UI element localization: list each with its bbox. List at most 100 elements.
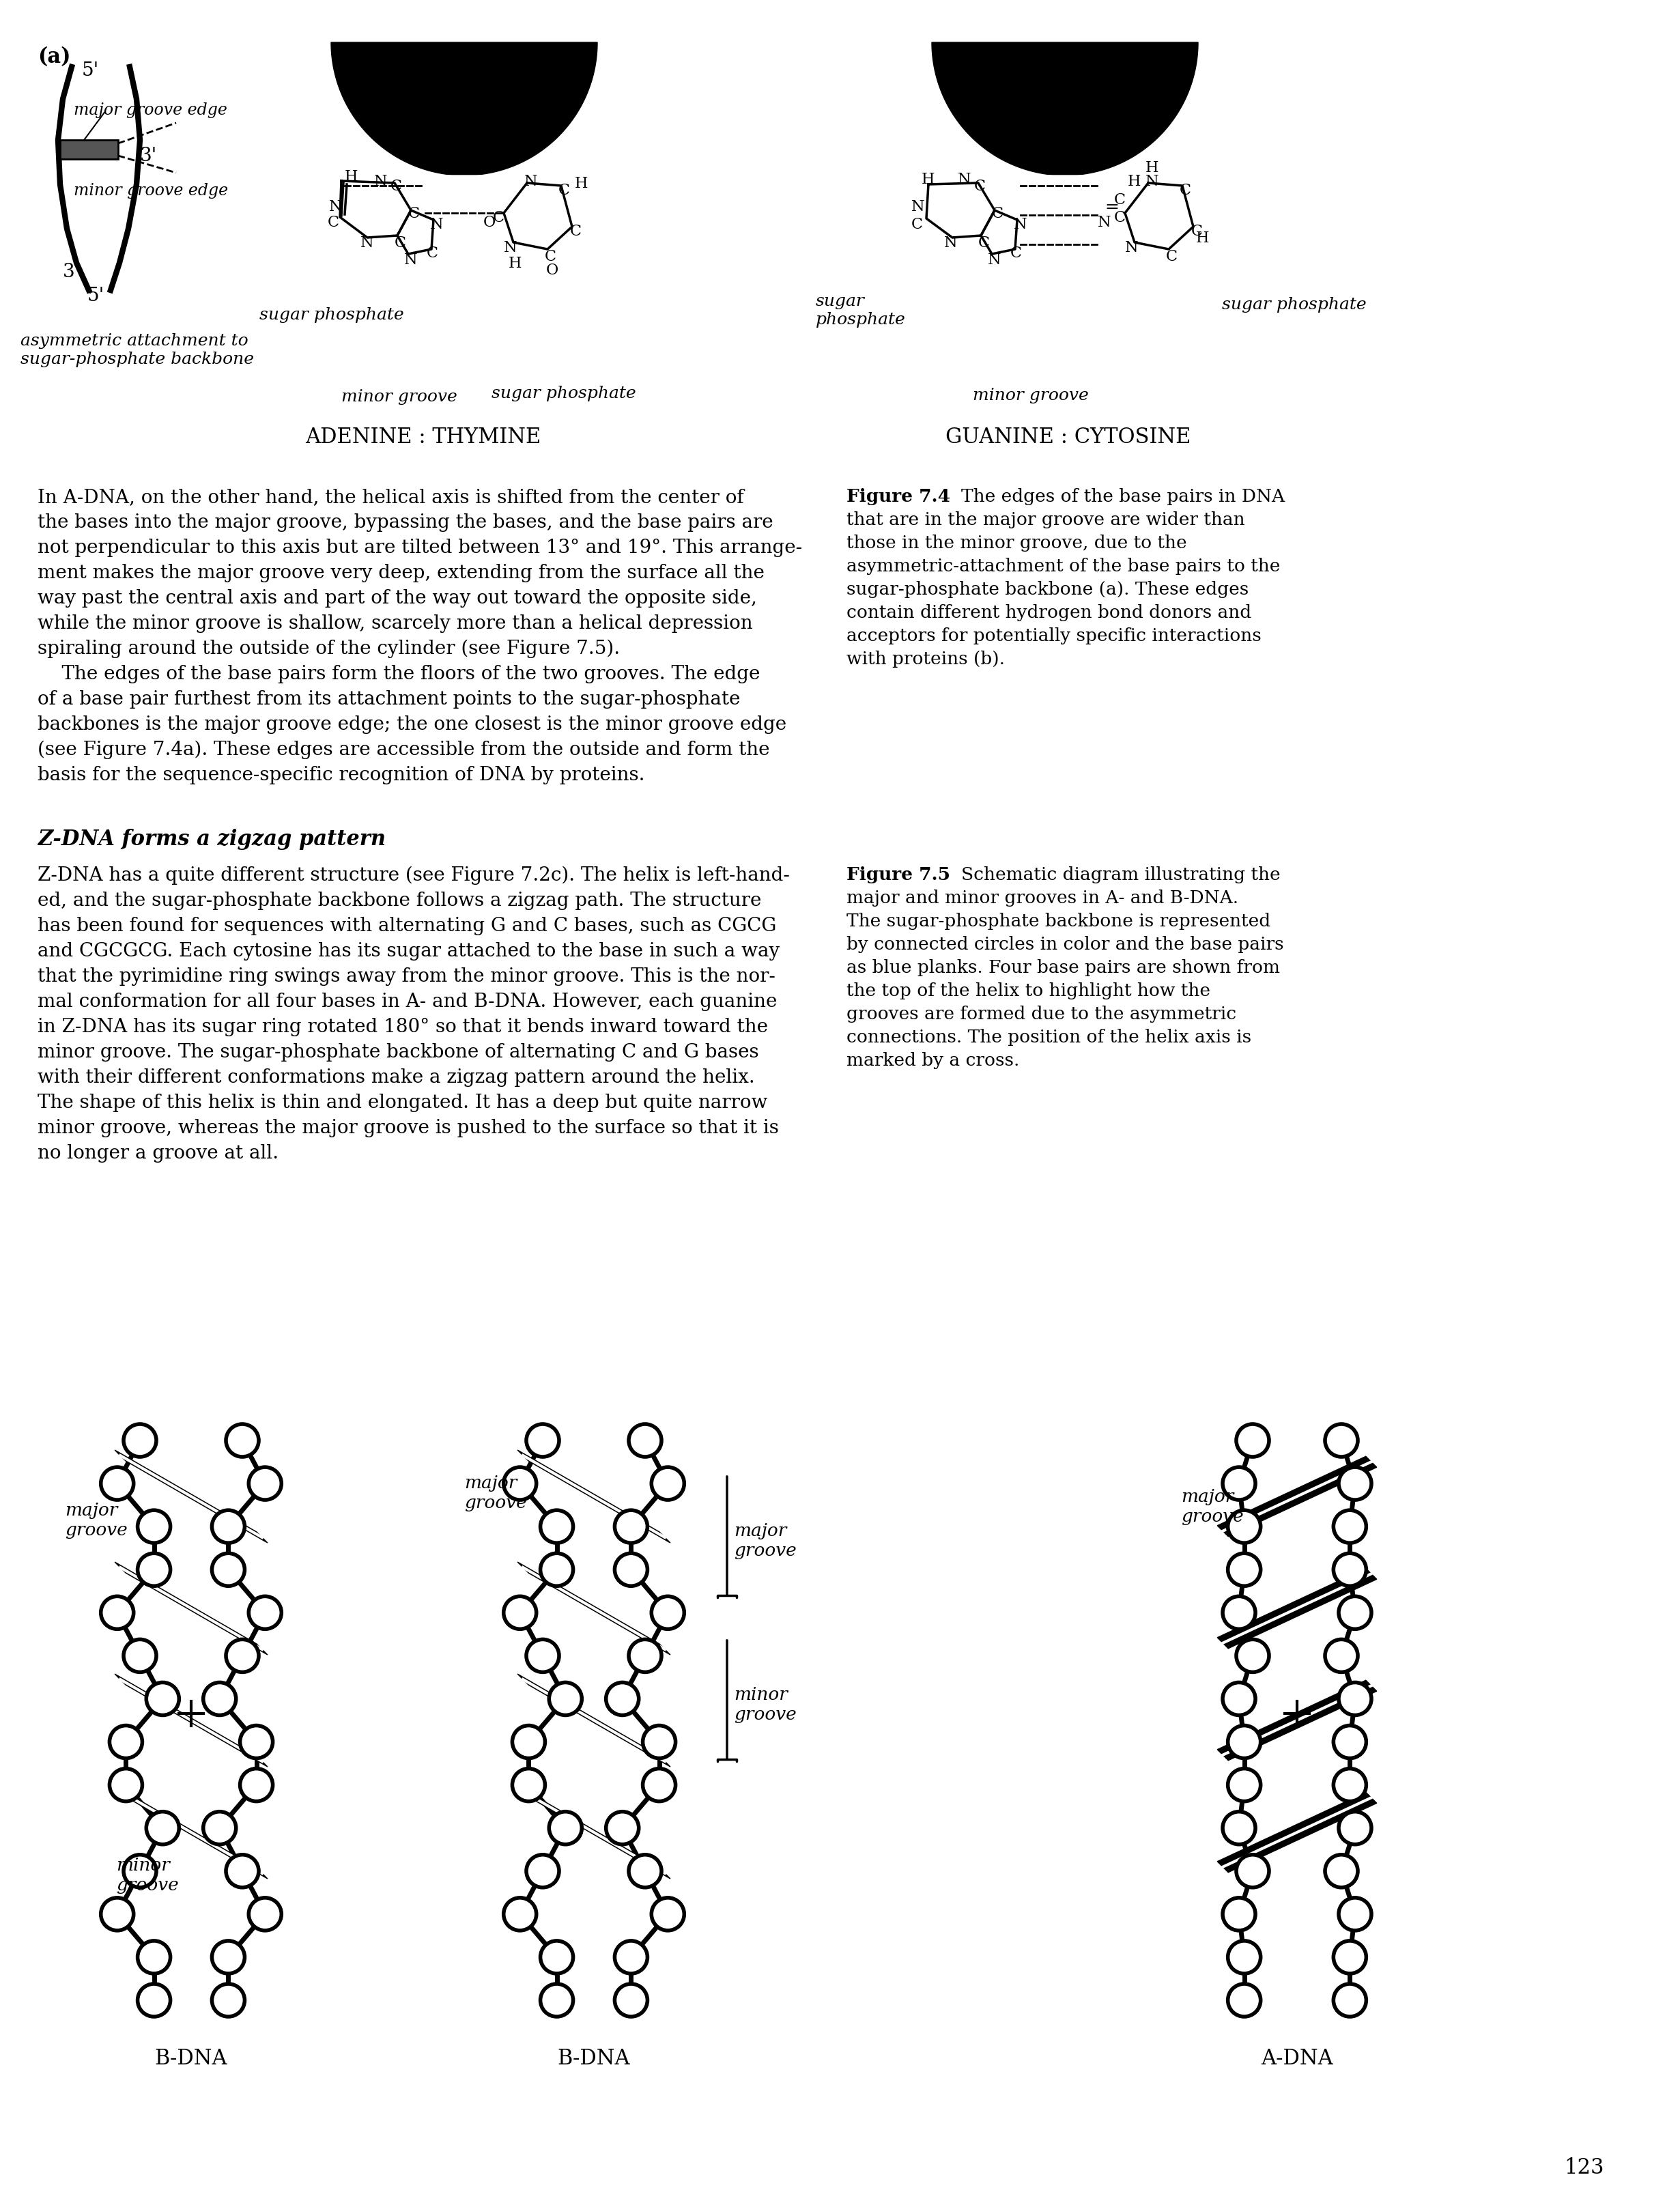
Circle shape [615, 1985, 647, 2016]
Text: The shape of this helix is thin and elongated. It has a deep but quite narrow: The shape of this helix is thin and elon… [37, 1093, 768, 1113]
Text: asymmetric-attachment of the base pairs to the: asymmetric-attachment of the base pairs … [847, 557, 1280, 575]
Circle shape [526, 1423, 559, 1456]
Text: major
groove: major groove [66, 1502, 128, 1538]
Text: N: N [1013, 218, 1026, 231]
Text: grooves are formed due to the asymmetric: grooves are formed due to the asymmetric [847, 1005, 1236, 1022]
Text: asymmetric attachment to: asymmetric attachment to [20, 333, 249, 348]
Circle shape [628, 1855, 662, 1888]
Text: N: N [430, 218, 444, 231]
Circle shape [101, 1467, 134, 1500]
Text: sugar phosphate: sugar phosphate [492, 386, 637, 401]
Text: in Z-DNA has its sugar ring rotated 180° so that it bends inward toward the: in Z-DNA has its sugar ring rotated 180°… [37, 1018, 768, 1035]
Text: N: N [1146, 174, 1159, 189]
Polygon shape [331, 42, 598, 176]
Text: the top of the helix to highlight how the: the top of the helix to highlight how th… [847, 983, 1210, 1000]
Bar [60, 141, 118, 159]
Circle shape [1334, 1941, 1366, 1974]
Text: The edges of the base pairs form the floors of the two grooves. The edge: The edges of the base pairs form the flo… [37, 665, 759, 683]
Text: sugar phosphate: sugar phosphate [1221, 297, 1366, 313]
Circle shape [549, 1683, 581, 1716]
Text: N: N [504, 240, 517, 256]
Text: as blue planks. Four base pairs are shown from: as blue planks. Four base pairs are show… [847, 958, 1280, 976]
Text: and CGCGCG. Each cytosine has its sugar attached to the base in such a way: and CGCGCG. Each cytosine has its sugar … [37, 943, 780, 961]
Text: GUANINE : CYTOSINE: GUANINE : CYTOSINE [946, 427, 1191, 447]
Text: major and minor grooves in A- and B-DNA.: major and minor grooves in A- and B-DNA. [847, 890, 1238, 908]
Text: of a base pair furthest from its attachment points to the sugar-phosphate: of a base pair furthest from its attachm… [37, 690, 741, 709]
Text: major
groove: major groove [734, 1522, 796, 1560]
Polygon shape [114, 1674, 267, 1767]
Circle shape [541, 1511, 573, 1542]
Text: those in the minor groove, due to the: those in the minor groove, due to the [847, 535, 1186, 551]
Text: backbones is the major groove edge; the one closest is the minor groove edge: backbones is the major groove edge; the … [37, 716, 786, 734]
Circle shape [138, 1941, 170, 1974]
Text: minor groove. The sugar-phosphate backbone of alternating C and G bases: minor groove. The sugar-phosphate backbo… [37, 1044, 759, 1062]
Circle shape [249, 1467, 282, 1500]
Circle shape [240, 1769, 272, 1802]
Text: C: C [991, 207, 1003, 220]
Text: (b): (b) [341, 46, 376, 68]
Text: spiraling around the outside of the cylinder (see Figure 7.5).: spiraling around the outside of the cyli… [37, 639, 620, 659]
Circle shape [124, 1423, 156, 1456]
Circle shape [615, 1511, 647, 1542]
Circle shape [1223, 1683, 1255, 1716]
Circle shape [512, 1725, 544, 1758]
Text: C: C [570, 225, 581, 238]
Text: N: N [1097, 216, 1110, 229]
Circle shape [212, 1941, 245, 1974]
Circle shape [240, 1725, 272, 1758]
Circle shape [615, 1941, 647, 1974]
Circle shape [203, 1683, 235, 1716]
Circle shape [1223, 1597, 1255, 1628]
Text: O: O [484, 216, 496, 229]
Text: C: C [408, 207, 420, 220]
Polygon shape [517, 1562, 670, 1654]
Text: 3': 3' [139, 148, 158, 165]
Text: In A-DNA, on the other hand, the helical axis is shifted from the center of: In A-DNA, on the other hand, the helical… [37, 489, 744, 507]
Text: H: H [1196, 231, 1210, 247]
Text: Schematic diagram illustrating the: Schematic diagram illustrating the [961, 866, 1280, 883]
Circle shape [643, 1769, 675, 1802]
Circle shape [212, 1511, 245, 1542]
Text: contain different hydrogen bond donors and: contain different hydrogen bond donors a… [847, 604, 1252, 621]
Text: C: C [390, 178, 402, 194]
Circle shape [504, 1897, 536, 1930]
Text: 5': 5' [87, 286, 104, 306]
Circle shape [124, 1855, 156, 1888]
Text: (a): (a) [37, 46, 71, 68]
Circle shape [606, 1683, 638, 1716]
Circle shape [1334, 1553, 1366, 1586]
Circle shape [1223, 1811, 1255, 1844]
Polygon shape [1218, 1456, 1376, 1535]
Circle shape [1326, 1855, 1357, 1888]
Text: C: C [1166, 249, 1178, 264]
Circle shape [212, 1985, 245, 2016]
Text: C: C [1114, 192, 1126, 207]
Text: not perpendicular to this axis but are tilted between 13° and 19°. This arrange-: not perpendicular to this axis but are t… [37, 538, 801, 557]
Text: minor
groove: minor groove [116, 1857, 178, 1895]
Circle shape [1334, 1985, 1366, 2016]
Circle shape [109, 1769, 143, 1802]
Text: ment makes the major groove very deep, extending from the surface all the: ment makes the major groove very deep, e… [37, 564, 764, 582]
Circle shape [541, 1941, 573, 1974]
Text: sugar-phosphate backbone (a). These edges: sugar-phosphate backbone (a). These edge… [847, 582, 1248, 597]
Text: C: C [558, 183, 570, 198]
Text: sugar-phosphate backbone: sugar-phosphate backbone [20, 352, 254, 368]
Text: N: N [911, 198, 924, 214]
Text: major groove edge: major groove edge [74, 101, 227, 119]
Circle shape [1228, 1985, 1260, 2016]
Circle shape [1334, 1511, 1366, 1542]
Text: sugar phosphate: sugar phosphate [259, 306, 403, 324]
Text: =: = [1104, 198, 1119, 216]
Text: N: N [988, 253, 1001, 267]
Text: C: C [395, 236, 407, 251]
Circle shape [1334, 1769, 1366, 1802]
Text: connections. The position of the helix axis is: connections. The position of the helix a… [847, 1029, 1252, 1046]
Text: N: N [329, 198, 343, 214]
Circle shape [652, 1467, 684, 1500]
Circle shape [526, 1639, 559, 1672]
Circle shape [212, 1553, 245, 1586]
Text: The sugar-phosphate backbone is represented: The sugar-phosphate backbone is represen… [847, 912, 1270, 930]
Text: H: H [1146, 161, 1159, 176]
Text: Figure 7.5: Figure 7.5 [847, 866, 956, 883]
Circle shape [225, 1423, 259, 1456]
